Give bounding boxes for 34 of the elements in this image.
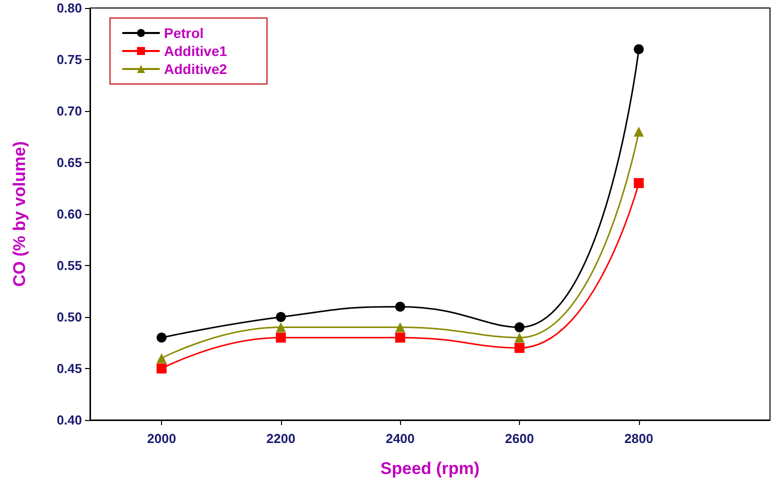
x-tick-label: 2600 [505,431,534,446]
point [514,322,524,332]
point [634,178,644,188]
x-tick-label: 2000 [147,431,176,446]
x-axis-title: Speed (rpm) [380,459,480,478]
point [634,126,644,137]
y-tick-label: 0.75 [56,52,82,67]
point [156,353,167,364]
point [514,342,524,353]
point [276,312,286,322]
point [276,332,286,343]
y-tick-label: 0.80 [56,0,82,16]
y-axis-title: CO (% by volume) [10,141,29,287]
x-tick-label: 2200 [266,431,296,446]
point [156,364,167,374]
point [395,332,406,343]
legend-label: Additive2 [164,61,228,77]
point [514,332,524,343]
legend-label: Additive1 [164,43,228,59]
point [395,302,406,312]
x-tick-label: 2800 [624,431,654,446]
y-tick-label: 0.45 [56,361,82,376]
y-tick-label: 0.50 [56,310,82,324]
y-tick-label: 0.55 [56,258,82,273]
point [395,322,406,332]
legend-label: Petrol [164,25,204,41]
x-tick-label: 2400 [386,431,415,446]
y-tick-label: 0.60 [56,206,82,222]
point [156,332,167,343]
point [634,44,644,54]
y-tick-label: 0.40 [56,412,82,428]
point [276,322,286,332]
y-tick-label: 0.65 [56,155,82,170]
y-tick-label: 0.70 [56,104,82,118]
